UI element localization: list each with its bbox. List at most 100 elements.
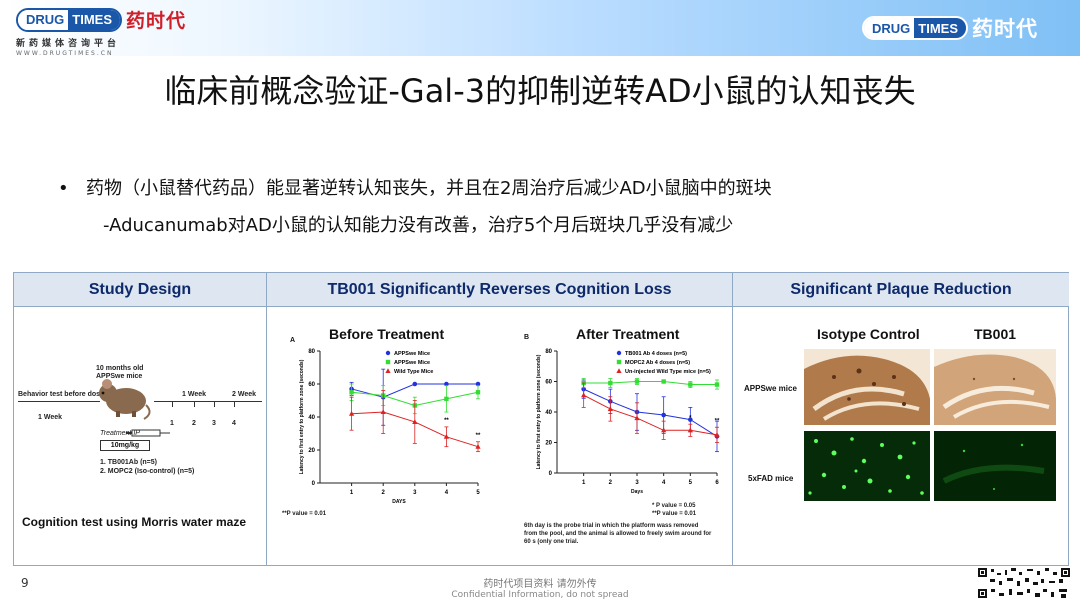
week-2-label: 2 Week	[232, 391, 256, 398]
chart-b-title: After Treatment	[576, 326, 680, 342]
y-tick-label: 20	[545, 441, 552, 447]
data-point	[661, 427, 667, 433]
y-tick-label: 80	[308, 349, 315, 355]
logo-pill-right: DRUG TIMES	[862, 16, 969, 40]
chart-b-pvalue-1: * P value = 0.05	[652, 503, 696, 509]
chart-a-title: Before Treatment	[329, 326, 445, 342]
legend-marker	[385, 350, 391, 356]
x-tick-label: 3	[635, 480, 639, 486]
dose-box: 10mg/kg	[100, 440, 150, 451]
legend-marker	[385, 368, 391, 373]
logo-subtitle: 新药媒体咨询平台	[16, 39, 121, 49]
y-axis-label: Latency to first entry to platform zone …	[536, 354, 542, 469]
x-tick-label: 4	[662, 480, 666, 486]
divider	[732, 273, 733, 565]
chart-a: 0 20 40 60 80 1 2 3 4 5 DAYS Latency to first entry…	[299, 349, 481, 505]
treatment-label: Treatment IP	[100, 430, 140, 437]
data-point	[608, 380, 613, 386]
y-tick-label: 80	[545, 349, 552, 355]
data-point	[349, 410, 355, 416]
x-tick-label: 5	[689, 480, 693, 486]
group-1-label: 1. TB001Ab (n=5)	[100, 459, 157, 466]
x-tick-label: 3	[413, 490, 417, 496]
y-tick-label: 0	[312, 481, 316, 487]
bullet-marker: •	[58, 178, 69, 199]
header-study-design: Study Design	[14, 273, 266, 307]
header-cognition: TB001 Significantly Reverses Cognition L…	[267, 273, 732, 307]
series-line	[583, 388, 718, 437]
mouse-age-label: 10 months old	[96, 365, 144, 372]
y-tick-label: 60	[545, 380, 552, 386]
data-point	[688, 382, 693, 387]
legend-marker	[616, 359, 622, 365]
bullet-1-text: 药物（小鼠替代药品）能显著逆转认知丧失，并且在2周治疗后减少AD小鼠脑中的斑块	[86, 178, 772, 199]
significance-star: **	[476, 433, 481, 439]
logo-text-times: TIMES	[68, 9, 121, 30]
data-point	[634, 379, 640, 384]
week-1-label: 1 Week	[182, 391, 206, 398]
tick	[194, 401, 195, 407]
tick	[172, 401, 173, 407]
data-point	[475, 390, 481, 395]
syringe-icon	[126, 429, 170, 437]
tb001-appswe-image	[934, 349, 1056, 425]
slide-title: 临床前概念验证-Gal-3的抑制逆转AD小鼠的认知丧失	[164, 72, 916, 110]
week-before-label: 1 Week	[38, 414, 62, 421]
drugtimes-logo: DRUG TIMES 药时代 新药媒体咨询平台 WWW.DRUGTIMES.CN	[16, 6, 186, 57]
mouse-strain-label: APPSwe mice	[96, 373, 143, 380]
data-point	[444, 396, 449, 402]
significance-star: **	[444, 418, 449, 424]
plaque-col-tb001: TB001	[974, 326, 1017, 342]
header-band: DRUG TIMES 药时代 新药媒体咨询平台 WWW.DRUGTIMES.CN…	[0, 0, 1080, 62]
chart-b-footnote-2: from the pool, and the animal is allowed…	[524, 531, 712, 537]
bullet-2: -Aducanumab对AD小鼠的认知能力没有改善，治疗5个月后斑块几乎没有减少	[103, 215, 734, 236]
data-point	[607, 406, 613, 411]
data-point	[581, 392, 587, 398]
isotype-appswe-image	[804, 349, 930, 425]
chart-a-panel-letter: A	[290, 337, 296, 344]
legend-marker	[385, 359, 391, 365]
chart-b-pvalue-2: **P value = 0.01	[652, 511, 697, 517]
data-point	[349, 390, 354, 395]
x-tick-label: 6	[715, 480, 719, 486]
tick	[234, 401, 235, 407]
dose-day-2: 2	[192, 420, 196, 427]
y-tick-label: 20	[308, 448, 315, 454]
data-point	[475, 443, 481, 449]
data-point	[412, 419, 418, 424]
cognition-test-label: Cognition test using Morris water maze	[22, 515, 247, 529]
tick	[214, 401, 215, 407]
study-design-panel: 10 months old APPSwe mice Behavior test …	[14, 307, 266, 567]
legend-label: Wild Type Mice	[394, 369, 433, 375]
data-point	[443, 434, 449, 439]
data-point	[714, 432, 720, 437]
significance-star: *	[689, 416, 692, 422]
logo-chinese: 药时代	[126, 10, 187, 32]
chart-b: 0 20 40 60 80 1 2 3 4 5 6 Days Latency to first entr…	[536, 349, 720, 495]
footer-confidential-cn: 药时代项目资料 请勿外传	[483, 579, 597, 590]
x-tick-label: 2	[609, 480, 613, 486]
data-point	[634, 415, 640, 421]
y-axis-label: Latency to first entry to platform zone …	[299, 359, 305, 474]
qr-code-icon	[977, 567, 1071, 599]
group-2-label: 2. MOPC2 (Iso-control) (n=5)	[100, 468, 195, 475]
y-tick-label: 40	[545, 410, 552, 416]
y-tick-label: 60	[308, 382, 315, 388]
series-line	[583, 381, 717, 386]
y-tick-label: 0	[549, 471, 553, 477]
legend-label: APPSwe Mice	[394, 351, 430, 357]
series-line	[583, 394, 718, 436]
footer-confidential-en: Confidential Information, do not spread	[451, 590, 629, 600]
chart-b-footnote-3: 60 s (only one trial.	[524, 539, 579, 545]
divider	[266, 273, 267, 565]
data-point	[661, 412, 666, 418]
data-point	[714, 382, 720, 387]
x-tick-label: 2	[382, 490, 386, 496]
legend-label: Un-injected Wild Type mice (n=5)	[625, 369, 711, 375]
figure-panel: Study Design TB001 Significantly Reverse…	[13, 272, 1069, 566]
legend-label: APPSwe Mice	[394, 360, 430, 366]
isotype-5xfad-image	[804, 431, 930, 501]
legend-marker	[616, 368, 622, 373]
plaque-col-isotype: Isotype Control	[817, 326, 920, 342]
chart-b-footnote-1: 6th day is the probe trial in which the …	[524, 523, 699, 529]
